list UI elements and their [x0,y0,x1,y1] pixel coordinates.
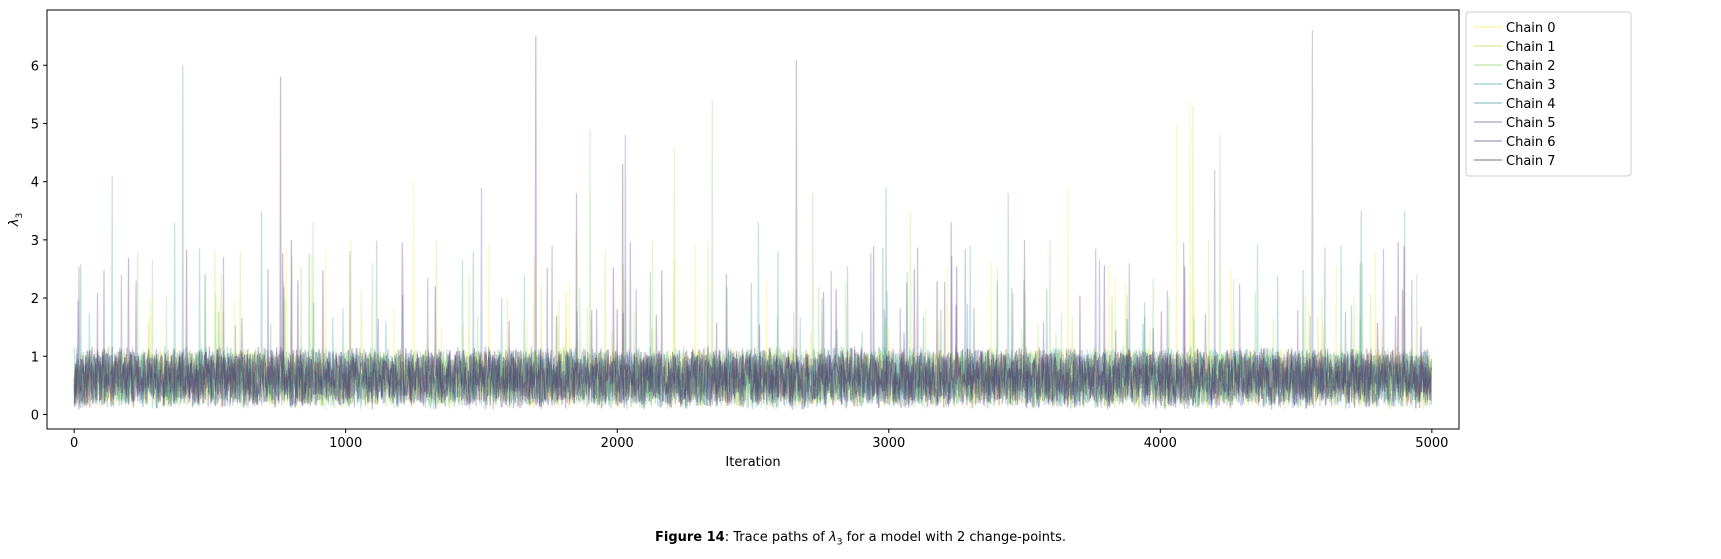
y-axis-label: λ3 [7,213,25,227]
caption-symbol: λ [829,530,837,545]
series-line-chain-5 [73,30,1432,410]
series-line-chain-1 [73,105,1432,410]
y-tick-label: 4 [31,176,39,191]
x-axis: 0 1000 2000 3000 4000 5000 [70,429,1448,451]
y-tick-label: 1 [31,350,39,365]
legend-box [1465,11,1632,177]
y-tick-label: 0 [31,408,39,423]
caption-text-after: for a model with 2 change-points. [842,530,1066,545]
caption-label: Figure 14 [654,530,725,545]
x-tick-label: 3000 [872,436,905,451]
series-line-chain-0 [73,100,1432,411]
plot-frame [46,9,1460,430]
y-tick-label: 3 [31,234,39,249]
y-tick-label: 5 [31,117,39,132]
y-tick-label: 2 [31,292,39,307]
legend-label: Chain 2 [1506,59,1556,74]
caption-text-before: : Trace paths of [724,530,829,545]
legend-label: Chain 4 [1506,97,1556,112]
legend-label: Chain 0 [1506,21,1556,36]
x-tick-label: 2000 [601,436,634,451]
y-axis: 0 1 2 3 4 5 6 [31,59,47,423]
series-line-chain-3 [73,175,1432,410]
x-axis-label: Iteration [725,455,780,470]
legend-label: Chain 5 [1506,116,1556,131]
series-line-chain-2 [73,100,1432,410]
legend-label: Chain 6 [1506,135,1556,150]
caption-subscript: 3 [836,537,843,548]
series-line-chain-7 [73,36,1432,410]
y-tick-label: 6 [31,59,39,74]
legend-label: Chain 7 [1506,154,1556,169]
x-tick-label: 5000 [1415,436,1448,451]
legend-label: Chain 3 [1506,78,1556,93]
series-layer [73,30,1432,411]
x-tick-label: 0 [70,436,78,451]
x-tick-label: 1000 [329,436,362,451]
figure-caption: Figure 14: Trace paths of λ3 for a model… [0,530,1721,548]
legend: Chain 0 Chain 1 Chain 2 Chain 3 Chain 4 Chain… [1465,11,1632,177]
series-line-chain-4 [73,65,1432,410]
legend-label: Chain 1 [1506,40,1556,55]
x-tick-label: 4000 [1144,436,1177,451]
series-line-chain-6 [73,59,1432,410]
